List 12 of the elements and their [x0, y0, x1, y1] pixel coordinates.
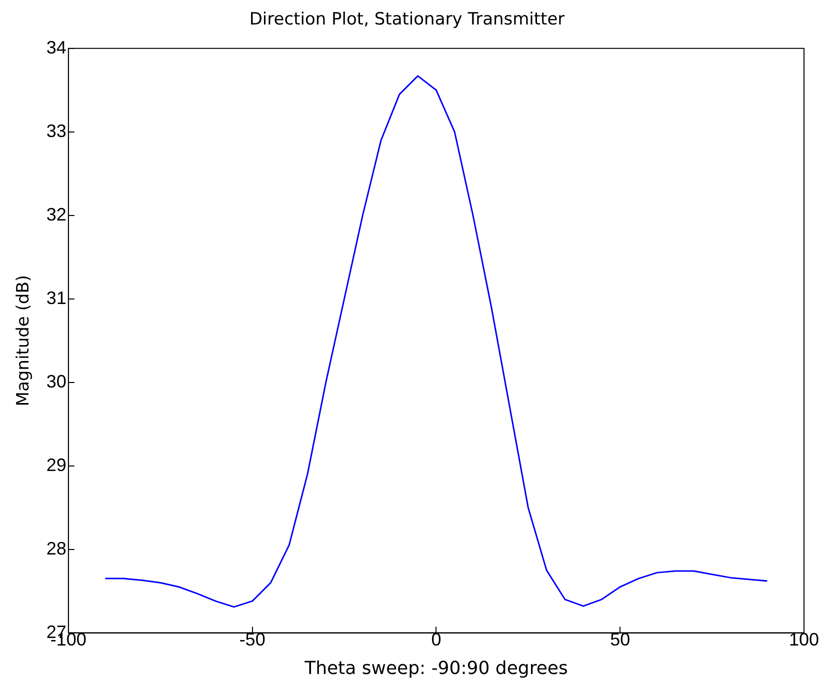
y-tick-label: 29 — [46, 454, 66, 475]
y-tick-label: 34 — [46, 37, 66, 58]
y-tick-label: 32 — [46, 204, 66, 224]
y-tick-label: 30 — [46, 371, 66, 392]
y-axis-title: Magnitude (dB) — [14, 275, 34, 406]
x-tick-label: 0 — [431, 630, 442, 650]
y-tick-label: 28 — [46, 538, 66, 558]
chart-title: Direction Plot, Stationary Transmitter — [249, 10, 565, 30]
y-tick-label: 31 — [46, 288, 66, 308]
x-axis-title: Theta sweep: -90:90 degrees — [304, 658, 568, 679]
y-tick-label: 33 — [46, 120, 66, 141]
x-tick-label: 100 — [788, 630, 820, 650]
